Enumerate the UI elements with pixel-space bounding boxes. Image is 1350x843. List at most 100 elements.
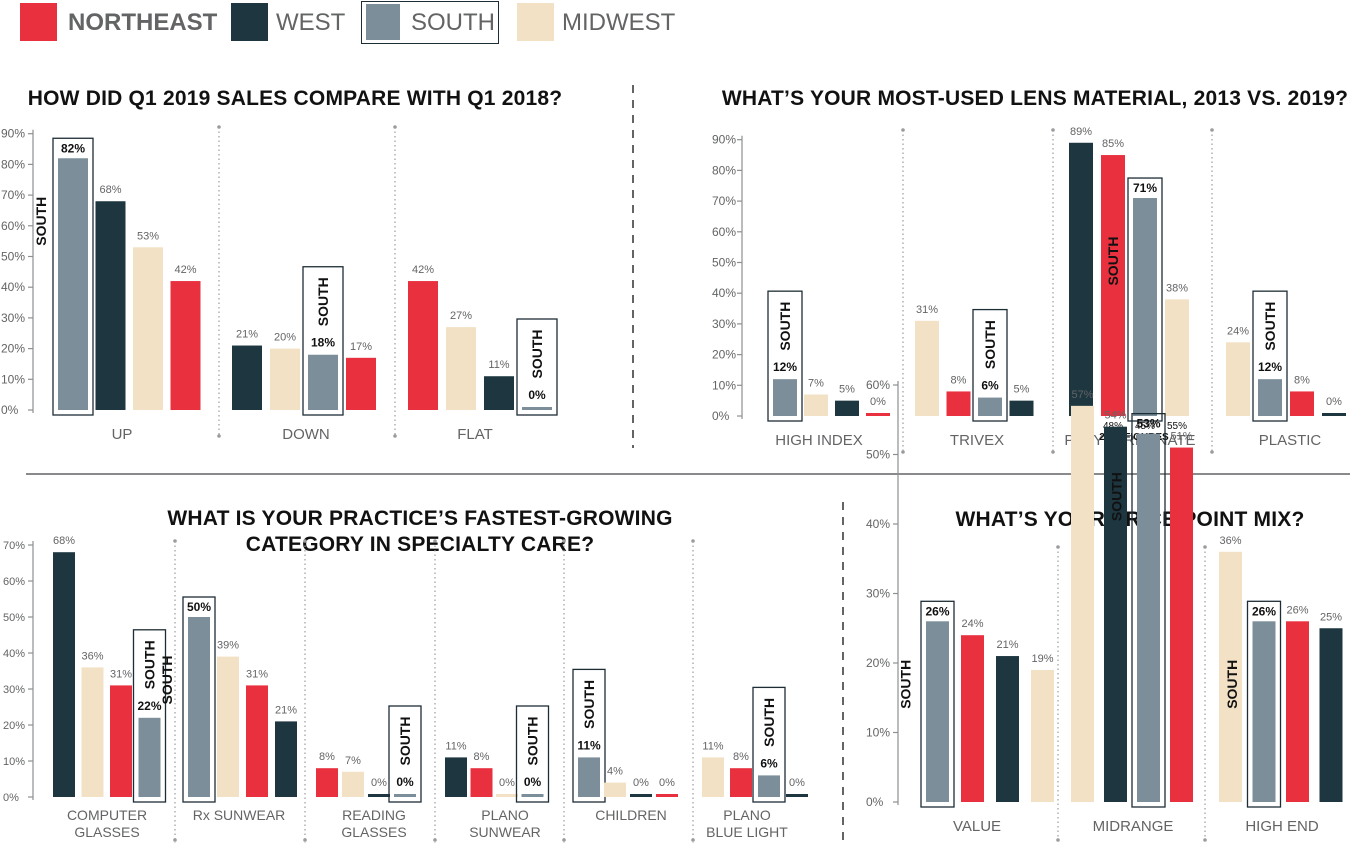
bar-reading-glasses-northeast: [316, 768, 338, 797]
value-label-reading-glasses-south: 0%: [396, 775, 414, 789]
y-tick-label: 50%: [866, 448, 890, 462]
bar-high-end-midwest: [1219, 551, 1242, 802]
category-label-down: DOWN: [282, 426, 330, 443]
category-label-reading-glasses: GLASSES: [341, 824, 406, 840]
value-label-plastic-south: 12%: [1258, 360, 1282, 374]
bar-plano-sunwear-west: [445, 757, 467, 797]
bar-trivex-south: [978, 397, 1002, 416]
south-highlight-box-high-end-south: [1246, 600, 1282, 808]
y-tick-label: 20%: [3, 720, 25, 732]
south-highlight-box-plano-blue-light-south: [752, 686, 786, 803]
value-label-down-northeast: 17%: [350, 341, 372, 353]
bar-flat-midwest: [446, 327, 476, 410]
y-tick-label: 70%: [712, 194, 736, 208]
south-highlight-box-flat-south: [516, 318, 558, 416]
category-label-plano-sunwear: PLANO: [481, 807, 529, 823]
south-tag-polycarbonate-south: SOUTH: [1105, 237, 1121, 286]
south-highlight-box-plastic-south: [1252, 290, 1288, 422]
bar-children-west: [630, 794, 652, 797]
south-highlight-box-down-south: [302, 266, 344, 416]
bar-plano-blue-light-south: [758, 775, 780, 797]
bar-group-rx-sunwear: SOUTH 50% 39% 31% 21% Rx SUNWEAR: [159, 596, 297, 823]
south-tag-plano-sunwear-south: SOUTH: [525, 717, 541, 766]
y-tick-label: 30%: [866, 587, 890, 601]
value-label-plastic-west: 0%: [1326, 396, 1342, 408]
category-label-plano-sunwear: SUNWEAR: [469, 824, 541, 840]
y-tick-label: 50%: [3, 612, 25, 624]
legend-label-south: SOUTH: [411, 9, 495, 36]
bar-value-midwest: [1031, 669, 1054, 802]
south-tag-down-south: SOUTH: [315, 277, 331, 326]
south-tag-plano-blue-light-south: SOUTH: [761, 698, 777, 747]
category-label-high-end: HIGH END: [1245, 818, 1319, 835]
y-tick-label: 10%: [712, 378, 736, 392]
bar-computer-glasses-northeast: [110, 685, 132, 797]
value-label-children-northeast: 0%: [659, 777, 675, 789]
chart-title-sales: HOW DID Q1 2019 SALES COMPARE WITH Q1 20…: [27, 87, 563, 110]
chart-lens-material: 0% 10% 20% 30% 40% 50% 60% 70% 80% 90% SOUTH 12% 7% 5…: [712, 126, 1346, 454]
value-label-trivex-midwest: 31%: [916, 304, 938, 316]
south-tag-computer-glasses-south: SOUTH: [142, 640, 158, 689]
bar-polycarbonate-south: [1133, 198, 1157, 416]
value-label-computer-glasses-midwest: 36%: [81, 650, 103, 662]
value-label-high-end-west: 25%: [1320, 611, 1342, 623]
bar-group-up: SOUTH 82% 68% 53% 42% UP: [33, 137, 201, 443]
y-tick-label: 60%: [866, 378, 890, 392]
value-label-rx-sunwear-south: 50%: [187, 600, 211, 614]
value-label-up-midwest: 53%: [137, 230, 159, 242]
chart-specialty-care: 0%10%20%30%40%50%60%70% 68%36%31% SOUTH22%…: [3, 535, 808, 843]
south-tag-trivex-south: SOUTH: [982, 320, 998, 369]
value-label-children-midwest: 4%: [607, 766, 623, 778]
chart-title-specialty-care-line-1: WHAT IS YOUR PRACTICE’S FASTEST-GROWING: [167, 507, 673, 530]
bar-high-index-midwest: [804, 394, 828, 416]
chart-title-lens-material: WHAT’S YOUR MOST-USED LENS MATERIAL, 201…: [721, 87, 1349, 110]
bar-midrange-northeast: [1170, 447, 1193, 802]
group-separator-cap: [1210, 128, 1214, 132]
value-label-computer-glasses-northeast: 31%: [110, 668, 132, 680]
group-separator-cap: [433, 539, 437, 543]
group-separator-cap: [1051, 128, 1055, 132]
group-separator-cap: [901, 128, 905, 132]
south-tag-midrange-south: SOUTH: [1109, 472, 1125, 521]
group-separator-cap: [217, 125, 221, 129]
y-tick-label: 20%: [712, 348, 736, 362]
bar-group-children: SOUTH 11% 4% 0% 0% CHILDREN: [572, 668, 678, 823]
y-tick-label: 20%: [866, 656, 890, 670]
panel-dividers: [26, 85, 1350, 843]
bar-children-midwest: [604, 782, 626, 797]
bar-trivex-midwest: [915, 320, 939, 416]
bar-reading-glasses-south: [394, 794, 416, 797]
chart-title-specialty-care: WHAT IS YOUR PRACTICE’S FASTEST-GROWING …: [120, 506, 720, 558]
value-2013-polycarbonate-south: 45%: [1135, 421, 1155, 432]
bar-up-midwest: [133, 247, 163, 410]
value-label-down-south: 18%: [311, 336, 335, 350]
y-tick-label: 10%: [3, 756, 25, 768]
bar-computer-glasses-south: [138, 717, 161, 797]
bar-plano-blue-light-west: [786, 794, 808, 797]
bar-high-index-west: [835, 400, 859, 416]
south-highlight-box-children-south: [572, 668, 606, 803]
bar-polycarbonate-west: [1069, 142, 1093, 416]
bar-value-northeast: [961, 635, 984, 802]
value-label-children-south: 11%: [577, 738, 601, 752]
chart-sales-comparison: 0% 10% 20% 30% 40% 50% 60% 70% 80% 90% SOUTH 82% 68%…: [1, 125, 558, 443]
y-tick-label: 70%: [3, 540, 25, 552]
group-separator-cap: [173, 838, 177, 842]
legend: NORTHEAST WEST SOUTH MIDWEST: [0, 0, 1350, 46]
value-label-plastic-northeast: 8%: [1294, 374, 1310, 386]
value-label-plano-blue-light-northeast: 8%: [733, 751, 749, 763]
value-label-flat-west: 11%: [488, 359, 509, 371]
bar-plastic-south: [1258, 379, 1282, 416]
bar-group-high-index: SOUTH 12% 7% 5% 0% HIGH INDEX: [767, 290, 890, 449]
value-label-midrange-west: 54%: [1104, 410, 1126, 422]
value-label-polycarbonate-northeast: 85%: [1102, 138, 1124, 150]
value-label-value-south: 26%: [925, 604, 949, 618]
value-label-value-west: 21%: [996, 639, 1018, 651]
y-tick-label: 90%: [712, 133, 736, 147]
south-highlight-box-polycarbonate-south: [1127, 177, 1163, 422]
y-tick-label: 0%: [3, 792, 19, 804]
bar-group-value: SOUTH 26% 24% 21% 19% VALUE: [898, 600, 1054, 835]
bar-group-high-end: 36% SOUTH 26% 26% 25% HIGH END: [1219, 535, 1343, 835]
value-label-midrange-midwest: 57%: [1071, 389, 1093, 401]
